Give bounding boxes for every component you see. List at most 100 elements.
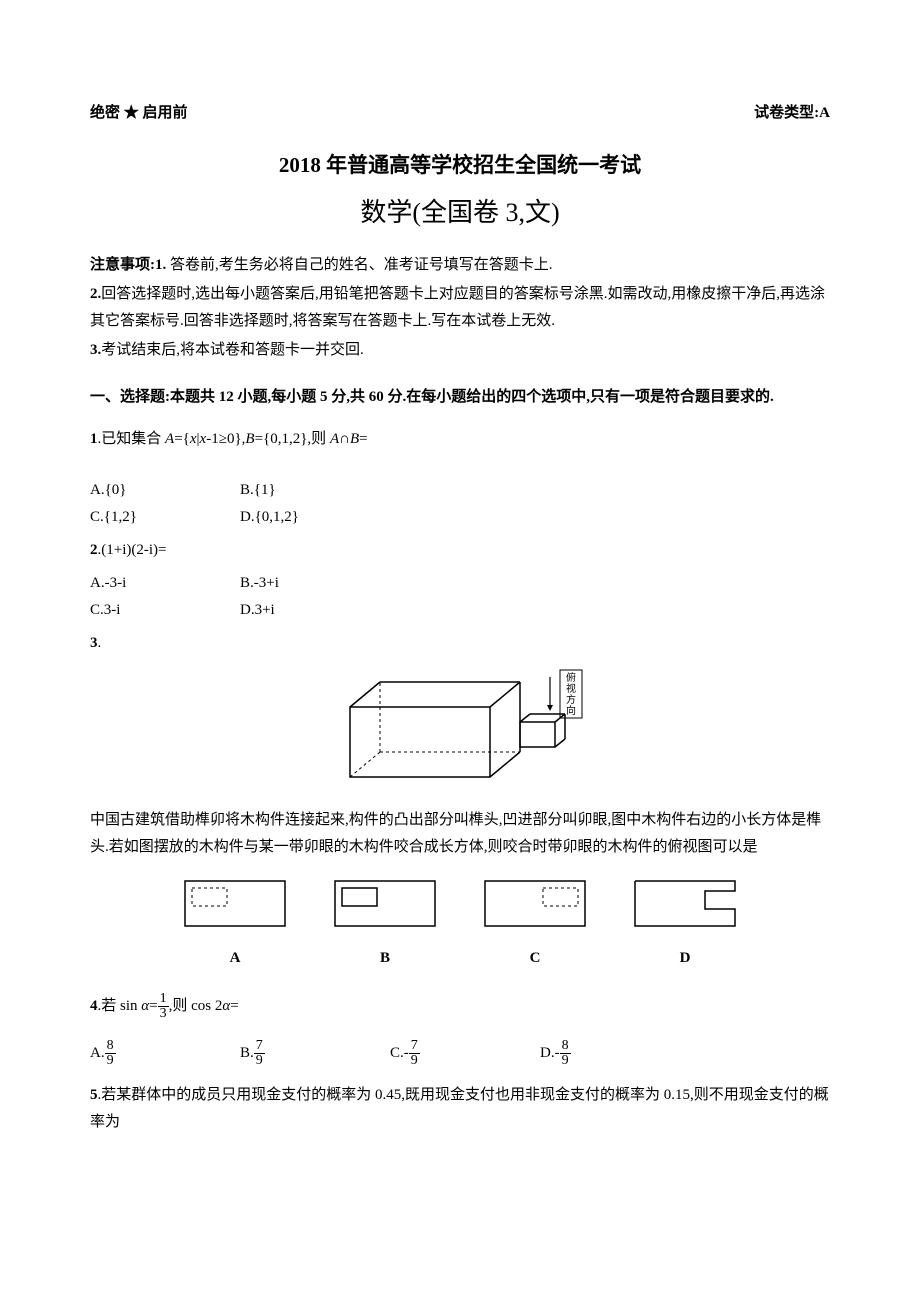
q4-optC-d: 9 <box>409 1054 420 1068</box>
q1-eq4: = <box>359 431 367 447</box>
question-1: 1.已知集合 A={x|x-1≥0},B={0,1,2},则 A∩B= <box>90 426 830 453</box>
q4-n1: 1 <box>158 992 169 1007</box>
q4-optB-frac: 79 <box>254 1039 265 1068</box>
q1-options-row2: C.{1,2} D.{0,1,2} <box>90 504 830 531</box>
label-char-4: 向 <box>566 704 576 717</box>
section-1-heading: 一、选择题:本题共 12 小题,每小题 5 分,共 60 分.在每小题给出的四个… <box>90 384 830 411</box>
q1-eq2: -1≥0}, <box>206 431 245 447</box>
q1-num: 1 <box>90 431 98 447</box>
q4-optD-frac: 89 <box>560 1039 571 1068</box>
q3-optD-box: D <box>630 876 740 972</box>
q4-pre: .若 sin <box>98 998 142 1014</box>
q1-A2: A <box>330 431 339 447</box>
question-2: 2.(1+i)(2-i)= <box>90 537 830 564</box>
spacer <box>90 1027 830 1039</box>
notes-block: 注意事项:1. 答卷前,考生务必将自己的姓名、准考证号填写在答题卡上. 2.回答… <box>90 252 830 364</box>
q4-optC-pre: C.- <box>390 1045 409 1061</box>
note-3-num: 3. <box>90 342 101 358</box>
q4-options: A.89 B.79 C.-79 D.-89 <box>90 1039 830 1068</box>
exam-subtitle: 数学(全国卷 3,文) <box>90 190 830 237</box>
q4-optB-pre: B. <box>240 1045 254 1061</box>
q3-body: 中国古建筑借助榫卯将木构件连接起来,构件的凸出部分叫榫头,凹进部分叫卯眼,图中木… <box>90 807 830 861</box>
note-3: 3.考试结束后,将本试卷和答题卡一并交回. <box>90 337 830 364</box>
note-1-num: 1. <box>155 257 166 273</box>
q2-options-row2: C.3-i D.3+i <box>90 597 830 624</box>
header-right: 试卷类型:A <box>754 100 830 127</box>
q3-label-D: D <box>630 945 740 972</box>
note-2-num: 2. <box>90 286 101 302</box>
question-4: 4.若 sin α=13,则 cos 2α= <box>90 992 830 1021</box>
q5-num: 5 <box>90 1087 98 1103</box>
q1-optB: B.{1} <box>240 477 390 504</box>
note-3-text: 考试结束后,将本试卷和答题卡一并交回. <box>101 342 364 358</box>
q3-label-A: A <box>180 945 290 972</box>
option-a-icon <box>180 876 290 931</box>
q3-optC-box: C <box>480 876 590 972</box>
q1-B2: B <box>350 431 359 447</box>
q4-optC-n: 7 <box>409 1039 420 1054</box>
label-char-3: 方 <box>566 693 576 706</box>
q4-optC: C.-79 <box>390 1039 540 1068</box>
q4-frac1: 13 <box>158 992 169 1021</box>
q2-options-row1: A.-3-i B.-3+i <box>90 570 830 597</box>
q2-optA: A.-3-i <box>90 570 240 597</box>
q1-x: x <box>190 431 197 447</box>
q3-dot: . <box>98 635 102 651</box>
q4-optA-n: 8 <box>105 1039 116 1054</box>
q1-optD: D.{0,1,2} <box>240 504 390 531</box>
q4-optA-pre: A. <box>90 1045 105 1061</box>
q2-num: 2 <box>90 542 98 558</box>
q5-text: .若某群体中的成员只用现金支付的概率为 0.45,既用现金支付也用非现金支付的概… <box>90 1087 829 1130</box>
q2-optC: C.3-i <box>90 597 240 624</box>
note-2: 2.回答选择题时,选出每小题答案后,用铅笔把答题卡上对应题目的答案标号涂黑.如需… <box>90 281 830 335</box>
q3-label-B: B <box>330 945 440 972</box>
note-1-text: 答卷前,考生务必将自己的姓名、准考证号填写在答题卡上. <box>166 257 552 273</box>
q1-t1: .已知集合 <box>98 431 166 447</box>
q1-eq1: ={ <box>174 431 190 447</box>
option-d-icon <box>630 876 740 931</box>
q1-options-row1: A.{0} B.{1} <box>90 477 830 504</box>
q1-A: A <box>165 431 174 447</box>
q4-optB: B.79 <box>240 1039 390 1068</box>
q4-optD-d: 9 <box>560 1054 571 1068</box>
q4-eq2: = <box>230 998 238 1014</box>
q4-alpha: α <box>141 998 149 1014</box>
label-char-2: 视 <box>566 682 576 695</box>
question-3: 3. <box>90 630 830 657</box>
q1-optC: C.{1,2} <box>90 504 240 531</box>
q4-optD-n: 8 <box>560 1039 571 1054</box>
q3-optB-box: B <box>330 876 440 972</box>
label-char-1: 俯 <box>566 671 576 684</box>
question-5: 5.若某群体中的成员只用现金支付的概率为 0.45,既用现金支付也用非现金支付的… <box>90 1082 830 1136</box>
q1-optA: A.{0} <box>90 477 240 504</box>
q1-cap: ∩ <box>339 431 350 447</box>
q4-optC-frac: 79 <box>409 1039 420 1068</box>
q3-label-C: C <box>480 945 590 972</box>
q3-main-diagram: 俯 视 方 向 <box>90 667 830 797</box>
q3-num: 3 <box>90 635 98 651</box>
q4-post: ,则 cos 2 <box>169 998 223 1014</box>
header-left: 绝密 ★ 启用前 <box>90 100 188 127</box>
option-c-icon <box>480 876 590 931</box>
q4-eq: = <box>149 998 157 1014</box>
q2-optB: B.-3+i <box>240 570 390 597</box>
q4-optB-n: 7 <box>254 1039 265 1054</box>
q1-eq3: ={0,1,2},则 <box>255 431 330 447</box>
q2-optD: D.3+i <box>240 597 390 624</box>
q4-optD-pre: D.- <box>540 1045 560 1061</box>
q4-d1: 3 <box>158 1007 169 1021</box>
q3-optA-box: A <box>180 876 290 972</box>
q2-text: .(1+i)(2-i)= <box>98 542 167 558</box>
q4-optA-d: 9 <box>105 1054 116 1068</box>
spacer <box>90 459 830 477</box>
header-row: 绝密 ★ 启用前 试卷类型:A <box>90 100 830 127</box>
q1-B: B <box>245 431 254 447</box>
exam-title: 2018 年普通高等学校招生全国统一考试 <box>90 147 830 185</box>
q4-optA: A.89 <box>90 1039 240 1068</box>
notes-label: 注意事项: <box>90 257 155 273</box>
q4-optA-frac: 89 <box>105 1039 116 1068</box>
cuboid-diagram-icon: 俯 视 方 向 <box>320 667 600 787</box>
q3-options-diagrams: A B C D <box>90 876 830 972</box>
q4-num: 4 <box>90 998 98 1014</box>
q4-optD: D.-89 <box>540 1039 690 1068</box>
